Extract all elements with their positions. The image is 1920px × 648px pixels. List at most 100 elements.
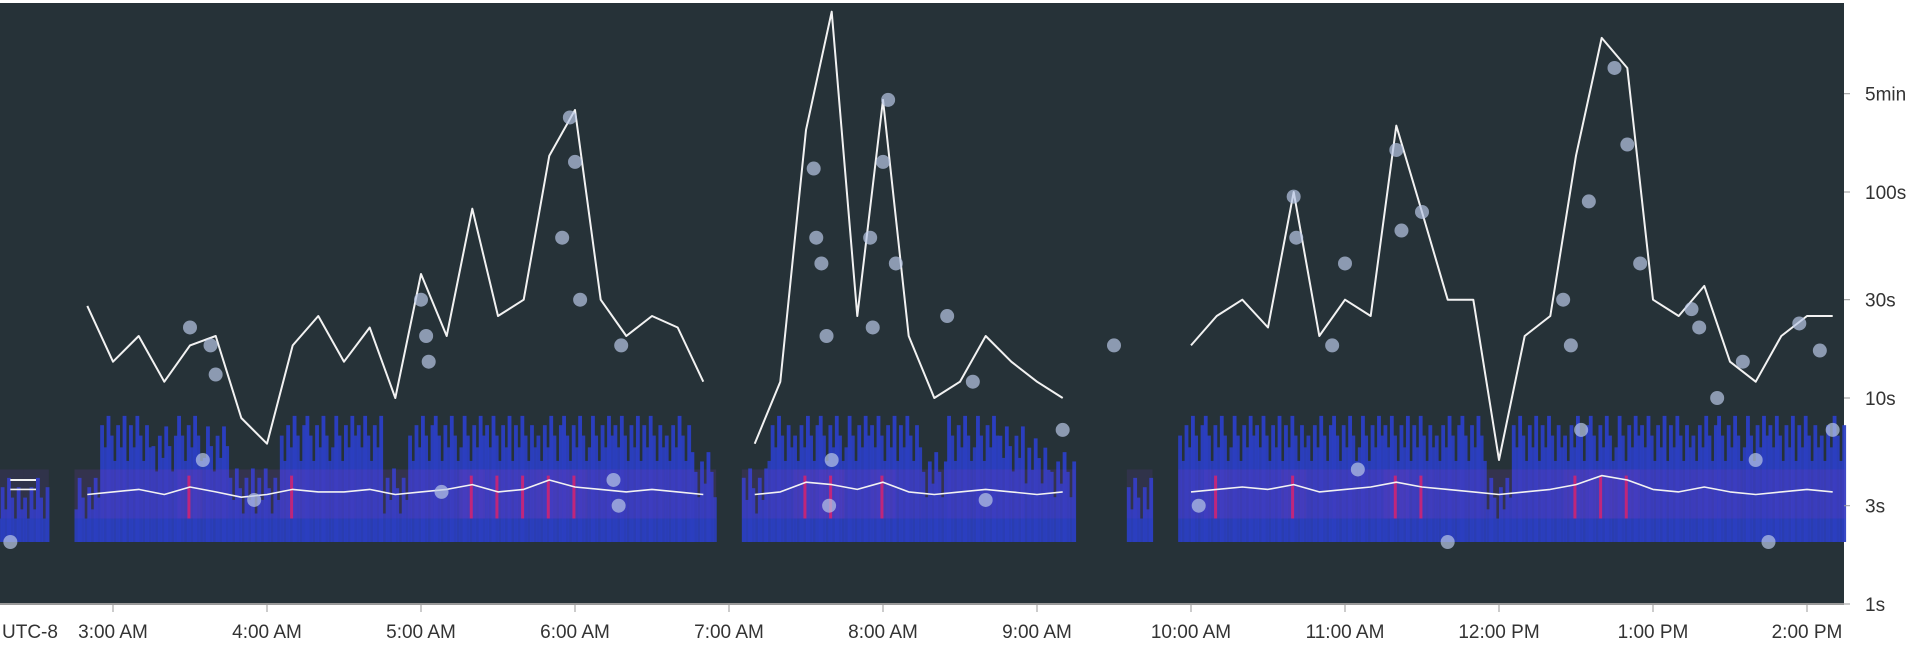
x-tick-label: 6:00 AM: [540, 622, 610, 643]
heatmap-cell: [1419, 475, 1423, 519]
heatmap-cell: [741, 477, 746, 542]
heatmap-cell: [1778, 435, 1782, 542]
heatmap-cell: [1790, 415, 1795, 542]
heatmap-cell: [1768, 469, 1795, 519]
heatmap-cell: [1665, 469, 1692, 519]
heatmap-cell: [222, 426, 226, 542]
heatmap-cell: [1332, 469, 1358, 519]
heatmap-cell: [745, 499, 749, 542]
heatmap-cell: [1210, 460, 1215, 542]
heatmap-cell: [908, 435, 913, 542]
heatmap-cell: [42, 518, 47, 542]
heatmap-cell: [3, 509, 8, 542]
heatmap-cell: [247, 499, 252, 542]
heatmap-cell: [565, 435, 570, 542]
heatmap-cell: [1377, 415, 1381, 542]
heatmap-cell: [469, 475, 473, 519]
heatmap-cell: [430, 425, 435, 542]
heatmap-cell: [1181, 460, 1186, 542]
median-latency-line: [87, 479, 704, 499]
heatmap-cell: [1810, 460, 1815, 542]
heatmap-cell: [129, 425, 133, 542]
heatmap-cell: [1444, 447, 1449, 542]
heatmap-cell: [1604, 415, 1609, 542]
heatmap-cell: [1393, 475, 1397, 519]
heatmap-cell: [19, 509, 24, 542]
heatmap-cell: [1505, 477, 1510, 542]
outlier-point: [1735, 354, 1750, 369]
outlier-point: [881, 92, 896, 107]
outlier-point: [614, 338, 629, 353]
heatmap-cell: [116, 425, 121, 542]
heatmap-cell: [767, 469, 794, 519]
heatmap-cell: [74, 509, 79, 542]
outlier-point: [965, 374, 980, 389]
heatmap-cell: [542, 425, 547, 542]
heatmap-cell: [1460, 469, 1487, 519]
heatmap-cell: [305, 469, 332, 519]
outlier-point: [819, 328, 834, 343]
heatmap-cell: [976, 415, 980, 542]
heatmap-cell: [841, 460, 846, 542]
heatmap-cell: [947, 469, 973, 519]
heatmap-cell: [1800, 447, 1805, 542]
heatmap-cell: [562, 415, 566, 542]
heatmap-cell: [465, 435, 470, 542]
heatmap-cell: [1425, 460, 1430, 542]
outlier-point: [1325, 338, 1340, 353]
heatmap-cell: [844, 469, 871, 519]
heatmap-cell: [1746, 415, 1750, 542]
heatmap-cell: [1662, 415, 1667, 542]
heatmap-cell: [1139, 518, 1144, 542]
heatmap-cell: [674, 447, 679, 542]
heatmap-cell: [712, 497, 717, 542]
heatmap-cell: [1214, 475, 1218, 519]
heatmap-cell: [1633, 415, 1638, 542]
heatmap-cell: [1271, 425, 1276, 542]
heatmap-cell: [286, 425, 291, 542]
heatmap-cell: [395, 488, 400, 542]
heatmap-cell: [1457, 425, 1462, 542]
heatmap-cell: [1239, 460, 1243, 542]
heatmap-cell: [23, 497, 27, 542]
heatmap-cell: [1508, 497, 1513, 542]
heatmap-cell: [748, 468, 753, 542]
outlier-point: [611, 498, 626, 513]
heatmap-cell: [96, 497, 101, 542]
heatmap-cell: [1681, 460, 1686, 542]
heatmap-cell: [960, 447, 964, 542]
heatmap-cell: [1717, 469, 1743, 519]
heatmap-cell: [1710, 460, 1715, 542]
heatmap-cell: [703, 483, 708, 542]
outlier-point: [203, 338, 218, 353]
heatmap-cell: [1001, 457, 1006, 542]
heatmap-cell: [789, 447, 794, 542]
heatmap-cell: [1357, 469, 1384, 519]
heatmap-cell: [834, 415, 839, 542]
outlier-point: [419, 328, 434, 343]
heatmap-cell: [1726, 425, 1731, 542]
heatmap-cell: [1434, 469, 1461, 519]
heatmap-cell: [350, 415, 355, 542]
heatmap-cell: [369, 460, 374, 542]
heatmap-cell: [1614, 447, 1619, 542]
heatmap-cell: [514, 425, 518, 542]
heatmap-cell: [356, 469, 383, 519]
heatmap-cell: [1527, 425, 1532, 542]
outlier-point: [1286, 189, 1301, 204]
heatmap-cell: [854, 460, 858, 542]
heatmap-cell: [1599, 475, 1603, 519]
heatmap-cell: [1784, 425, 1789, 542]
heatmap-cell: [783, 460, 788, 542]
heatmap-cell: [905, 415, 910, 542]
heatmap-cell: [1428, 425, 1433, 542]
heatmap-cell: [1364, 435, 1369, 542]
heatmap-cell: [1130, 509, 1134, 542]
heatmap-cell: [1187, 447, 1192, 542]
heatmap-cell: [1194, 435, 1199, 542]
heatmap-cell: [786, 425, 791, 542]
heatmap-cell: [7, 477, 11, 542]
heatmap-cell: [693, 471, 698, 542]
heatmap-cell: [1559, 447, 1564, 542]
heatmap-cell: [331, 447, 335, 542]
